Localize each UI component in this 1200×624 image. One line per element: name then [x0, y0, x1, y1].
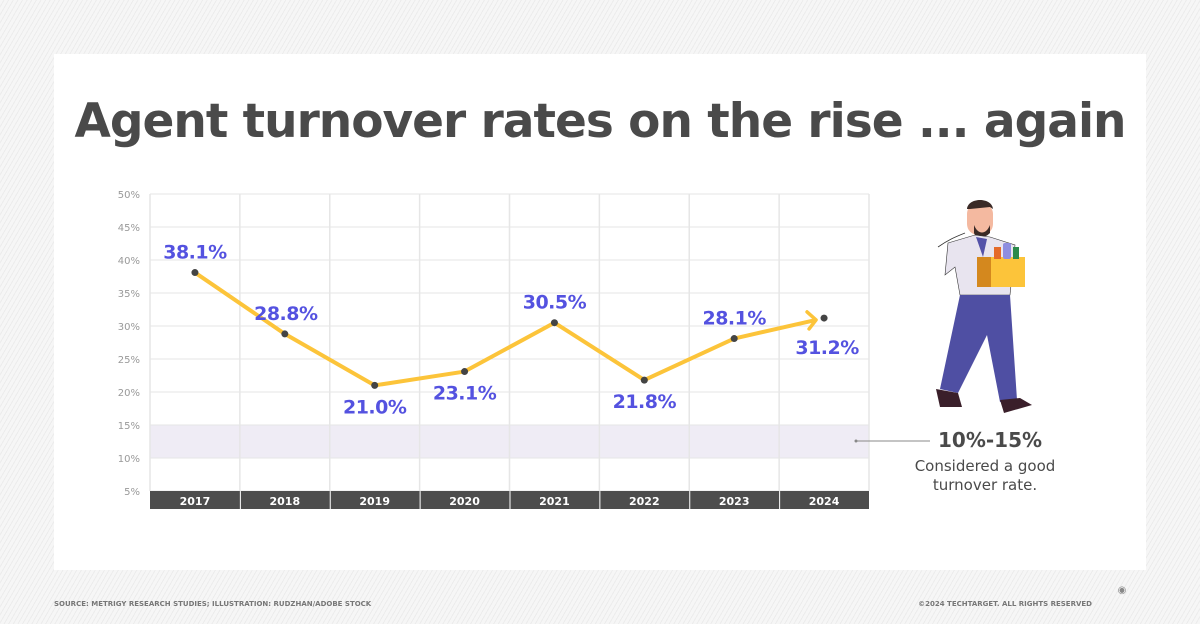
worker-illustration	[936, 200, 1032, 413]
x-axis-cell	[690, 491, 780, 509]
data-point	[371, 381, 379, 389]
x-axis-cell	[240, 491, 330, 509]
x-tick-label: 2024	[809, 495, 840, 508]
y-tick-label: 35%	[118, 289, 140, 300]
data-point	[640, 376, 648, 384]
data-point	[820, 314, 828, 322]
eye-icon: ◉	[1117, 585, 1127, 596]
x-axis-cell	[780, 491, 869, 509]
x-tick-label: 2021	[539, 495, 570, 508]
y-tick-label: 15%	[118, 421, 140, 432]
annotation-dot	[854, 439, 858, 443]
x-axis-cell	[150, 491, 240, 509]
x-tick-label: 2023	[719, 495, 750, 508]
chart-title: Agent turnover rates on the rise ... aga…	[74, 94, 1126, 149]
data-label: 28.1%	[702, 308, 766, 330]
y-tick-label: 25%	[118, 355, 140, 366]
data-point	[191, 269, 199, 277]
x-tick-label: 2017	[180, 495, 211, 508]
x-axis-cell	[420, 491, 510, 509]
data-point	[461, 368, 469, 376]
copyright: ©2024 TECHTARGET. ALL RIGHTS RESERVED	[918, 600, 1092, 608]
x-tick-label: 2018	[270, 495, 301, 508]
arrow-head	[805, 310, 818, 331]
data-label: 31.2%	[795, 337, 859, 359]
y-tick-label: 5%	[124, 487, 140, 498]
x-tick-label: 2020	[449, 495, 480, 508]
data-label: 21.0%	[343, 396, 407, 418]
data-point	[730, 335, 738, 343]
x-axis-cell	[600, 491, 690, 509]
x-axis-cell	[510, 491, 600, 509]
data-label: 21.8%	[613, 391, 677, 413]
x-tick-label: 2022	[629, 495, 660, 508]
good-rate-caption: Considered a good turnover rate.	[905, 457, 1065, 495]
data-label: 28.8%	[254, 303, 318, 325]
techtarget-logo: ◉	[1098, 585, 1146, 611]
data-label: 38.1%	[163, 242, 227, 264]
data-label: 30.5%	[523, 292, 587, 314]
data-label: 23.1%	[433, 383, 497, 405]
y-tick-label: 50%	[118, 190, 140, 201]
y-tick-label: 45%	[118, 223, 140, 234]
data-point	[550, 319, 558, 327]
x-tick-label: 2019	[359, 495, 390, 508]
source-note: SOURCE: METRIGY RESEARCH STUDIES; ILLUST…	[54, 600, 372, 608]
y-tick-label: 20%	[118, 388, 140, 399]
series-line	[193, 270, 817, 388]
caption-line-1: Considered a good	[914, 457, 1056, 475]
caption-line-2: turnover rate.	[932, 476, 1038, 494]
y-tick-label: 30%	[118, 322, 140, 333]
good-rate-value: 10%-15%	[938, 428, 1043, 452]
x-axis-cell	[330, 491, 420, 509]
data-point	[281, 330, 289, 338]
y-tick-label: 10%	[118, 454, 140, 465]
y-tick-label: 40%	[118, 256, 140, 267]
